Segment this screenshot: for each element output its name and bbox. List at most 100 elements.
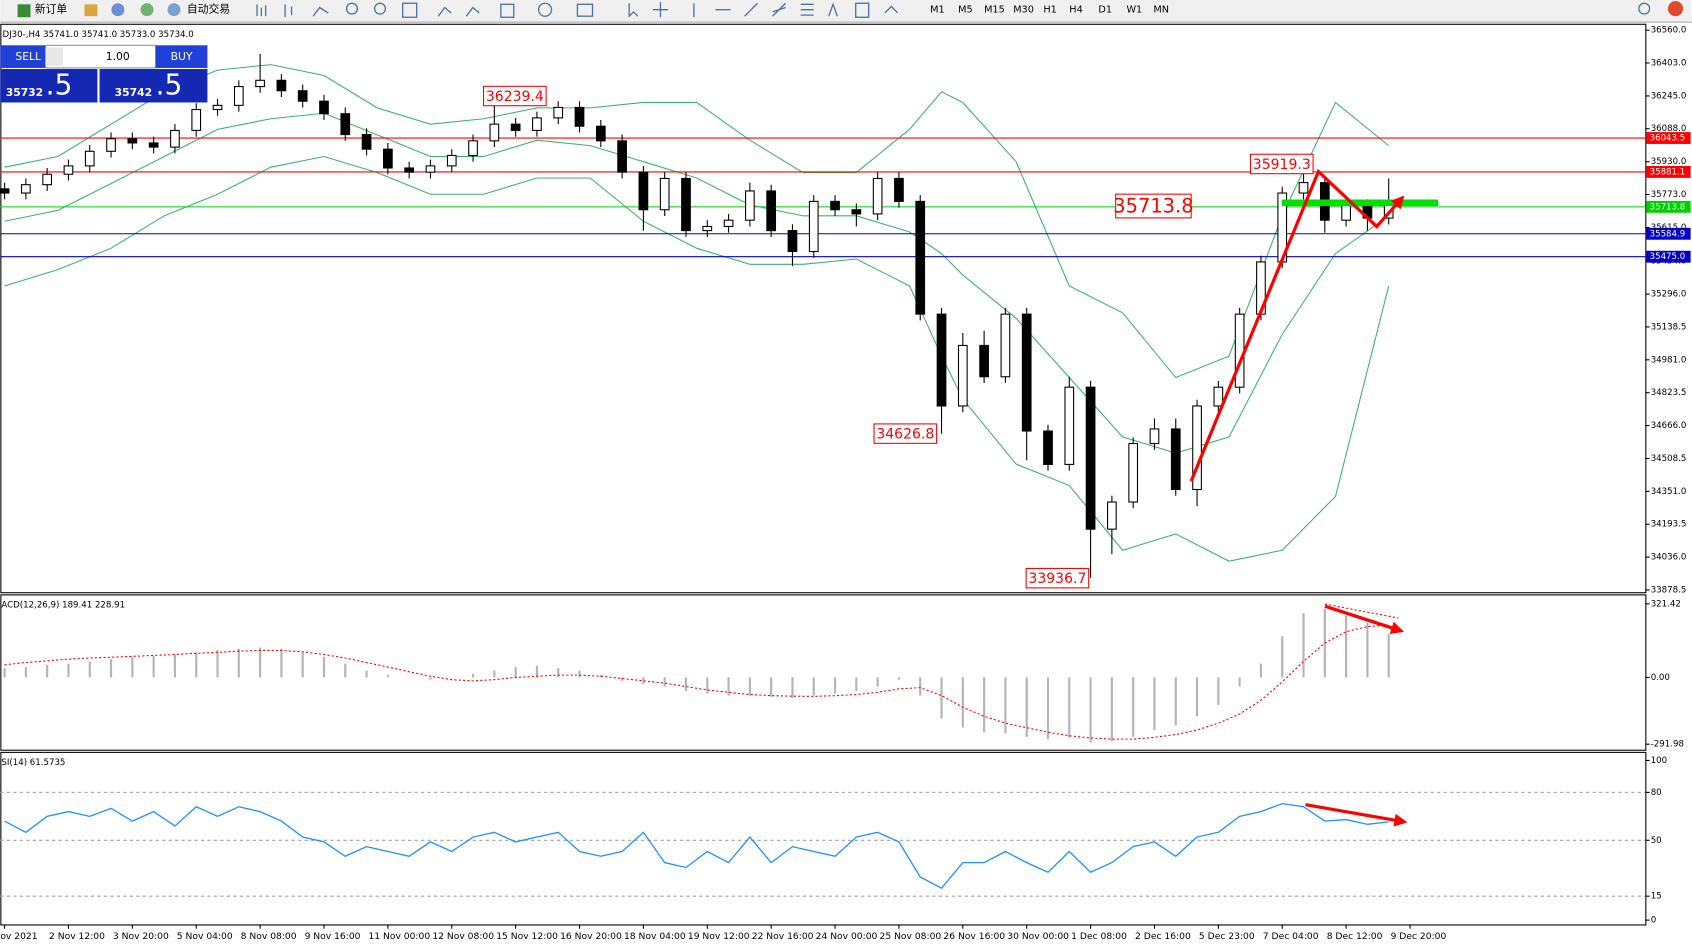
line-chart-icon[interactable]: [312, 6, 329, 17]
tile-icon[interactable]: [402, 2, 418, 18]
buy-label[interactable]: BUY: [171, 50, 193, 63]
crosshair-icon[interactable]: [652, 2, 669, 18]
lot-down[interactable]: [45, 47, 63, 66]
fibo-icon[interactable]: [800, 3, 814, 16]
sell-price-box[interactable]: [0, 69, 98, 103]
y-tick-label: 34508.5: [1651, 454, 1687, 464]
timeframe-button[interactable]: H4: [1069, 5, 1082, 16]
x-tick-label: 22 Nov 16:00: [752, 931, 814, 942]
sell-button[interactable]: [0, 45, 46, 68]
x-tick-label: 24 Nov 00:00: [816, 931, 878, 942]
x-tick-label: 15 Nov 12:00: [496, 931, 558, 942]
y-tick-label: 100: [1651, 756, 1667, 766]
new-order-button[interactable]: 新订单: [35, 3, 68, 16]
level-label-bg: [1646, 132, 1691, 144]
scroll-icon[interactable]: [437, 6, 452, 17]
y-tick-label: 36088.0: [1651, 124, 1687, 134]
x-tick-label: 12 Nov 08:00: [432, 931, 494, 942]
sell-price-big[interactable]: .5: [46, 68, 73, 101]
timeframe-button[interactable]: D1: [1098, 5, 1112, 16]
drawn-trendline: [1189, 168, 1405, 482]
candle-body: [42, 173, 53, 186]
indicators-icon[interactable]: [500, 3, 515, 18]
icon[interactable]: [111, 3, 125, 17]
notification-icon[interactable]: [1667, 1, 1684, 17]
lot-value[interactable]: 1.00: [106, 50, 130, 63]
timeframe-button[interactable]: M5: [958, 5, 973, 16]
level-label-bg: [1646, 165, 1691, 178]
candle-body: [830, 200, 840, 211]
y-tick-label: 35930.0: [1651, 157, 1687, 167]
candle-body: [1341, 205, 1351, 221]
candle-body: [425, 165, 436, 173]
candle-body: [255, 79, 265, 88]
timeframe-button[interactable]: M30: [1013, 5, 1034, 16]
text-icon[interactable]: [828, 2, 838, 17]
x-tick-label: 30 Nov 00:00: [1007, 931, 1069, 942]
candle-body: [1298, 182, 1309, 194]
candle-body: [957, 344, 968, 407]
drawn-line: [1324, 603, 1399, 619]
candle-body: [1043, 430, 1053, 465]
x-tick-label: 1 Dec 08:00: [1071, 931, 1127, 942]
sell-price[interactable]: 35732: [6, 86, 43, 99]
channel-icon[interactable]: [772, 2, 787, 17]
timeframe-button[interactable]: M1: [930, 5, 945, 16]
candle-body: [127, 138, 138, 144]
arrows-icon[interactable]: [884, 5, 899, 14]
periods-icon[interactable]: [537, 2, 553, 17]
level-label-bg: [1646, 227, 1691, 240]
new-order-icon[interactable]: [17, 4, 31, 18]
x-tick-label: 9 Dec 20:00: [1391, 931, 1447, 942]
timeframe-button[interactable]: MN: [1153, 5, 1169, 16]
y-tick-label: 34351.0: [1651, 487, 1687, 497]
candle-body: [574, 106, 585, 127]
auto-trading-button[interactable]: 自动交易: [187, 3, 230, 16]
templates-icon[interactable]: [576, 3, 594, 17]
candle-icon[interactable]: [284, 4, 293, 18]
rsi-title: SI(14) 61.5735: [1, 758, 65, 768]
candle-body: [681, 177, 691, 232]
candle-body: [553, 106, 564, 119]
trendline-icon[interactable]: [744, 2, 759, 17]
shift-icon[interactable]: [465, 6, 480, 17]
x-tick-label: ov 2021: [0, 931, 37, 942]
search-icon[interactable]: [1638, 2, 1651, 15]
y-tick-label: 80: [1651, 788, 1662, 798]
rsi-panel: [0, 751, 1647, 926]
zoom-in-icon[interactable]: [345, 2, 359, 15]
cursor-icon[interactable]: [628, 3, 639, 18]
chart-info: DJ30-,H4 35741.0 35741.0 35733.0 35734.0: [2, 30, 193, 40]
candle-body: [340, 113, 351, 136]
buy-price-box[interactable]: [99, 69, 208, 103]
price-annotation: 33936.7: [1028, 571, 1086, 587]
x-tick-label: 5 Dec 23:00: [1199, 931, 1255, 942]
buy-price-big[interactable]: .5: [156, 68, 183, 101]
y-tick-label: 34981.0: [1651, 355, 1687, 365]
bar-chart-icon[interactable]: [256, 4, 267, 17]
sell-label[interactable]: SELL: [15, 50, 41, 63]
x-tick-label: 8 Nov 08:00: [241, 931, 297, 942]
price-annotation-box: [873, 423, 938, 444]
candle-body: [1128, 443, 1139, 503]
candle-body: [233, 86, 244, 106]
auto-trading-icon[interactable]: [167, 3, 181, 17]
icon[interactable]: [84, 4, 98, 17]
timeframe-button[interactable]: H1: [1043, 5, 1056, 16]
candle-body: [851, 209, 862, 215]
timeframe-button[interactable]: W1: [1126, 5, 1142, 16]
buy-button[interactable]: [155, 45, 208, 68]
y-tick-label: 36560.0: [1651, 26, 1687, 36]
x-tick-label: 7 Dec 04:00: [1263, 931, 1319, 942]
icon[interactable]: [140, 3, 154, 17]
zoom-out-icon[interactable]: [373, 2, 387, 15]
timeframe-button[interactable]: M15: [984, 5, 1005, 16]
rsi-line: [4, 802, 1389, 889]
buy-price[interactable]: 35742: [115, 86, 152, 99]
candle-body: [1192, 405, 1202, 491]
x-tick-label: 8 Dec 12:00: [1327, 931, 1383, 942]
price-annotation-box: [1025, 567, 1090, 589]
label-icon[interactable]: [855, 2, 870, 18]
candle-body: [319, 100, 329, 115]
candle-body: [191, 108, 202, 131]
